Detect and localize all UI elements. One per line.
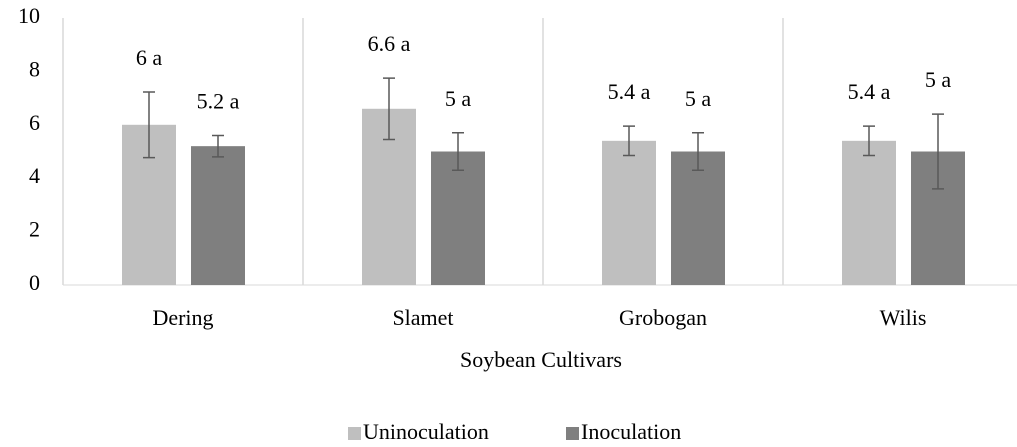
x-tick-label: Grobogan [619, 305, 707, 330]
x-tick-label: Dering [152, 305, 213, 330]
bar [842, 140, 896, 285]
x-tick-label: Wilis [880, 305, 927, 330]
y-tick-label: 0 [29, 270, 40, 295]
data-label: 6.6 a [368, 31, 411, 56]
data-label: 5 a [445, 86, 472, 111]
error-bar [692, 132, 704, 171]
error-bar [932, 113, 944, 190]
data-label: 6 a [136, 45, 163, 70]
y-tick-label: 2 [29, 217, 40, 242]
y-tick-label: 10 [18, 3, 40, 28]
data-label: 5.4 a [848, 79, 891, 104]
error-bar [623, 125, 635, 157]
error-bar [383, 77, 395, 141]
bar [431, 151, 485, 285]
bar [671, 151, 725, 285]
data-label: 5.2 a [197, 89, 240, 114]
error-bar [212, 134, 224, 158]
y-tick-label: 8 [29, 56, 40, 81]
error-bar [452, 132, 464, 171]
bar [602, 140, 656, 285]
bar [191, 146, 245, 285]
data-label: 5 a [925, 67, 952, 92]
data-label: 5 a [685, 86, 712, 111]
legend-swatch [348, 427, 361, 440]
legend-label: Uninoculation [363, 419, 489, 444]
y-tick-label: 6 [29, 110, 40, 135]
x-axis-label: Soybean Cultivars [460, 347, 622, 372]
legend-label: Inoculation [581, 419, 681, 444]
error-bar [143, 91, 155, 159]
x-tick-label: Slamet [392, 305, 453, 330]
data-label: 5.4 a [608, 79, 651, 104]
error-bar [863, 125, 875, 157]
y-tick-label: 4 [29, 163, 40, 188]
legend-swatch [566, 427, 579, 440]
